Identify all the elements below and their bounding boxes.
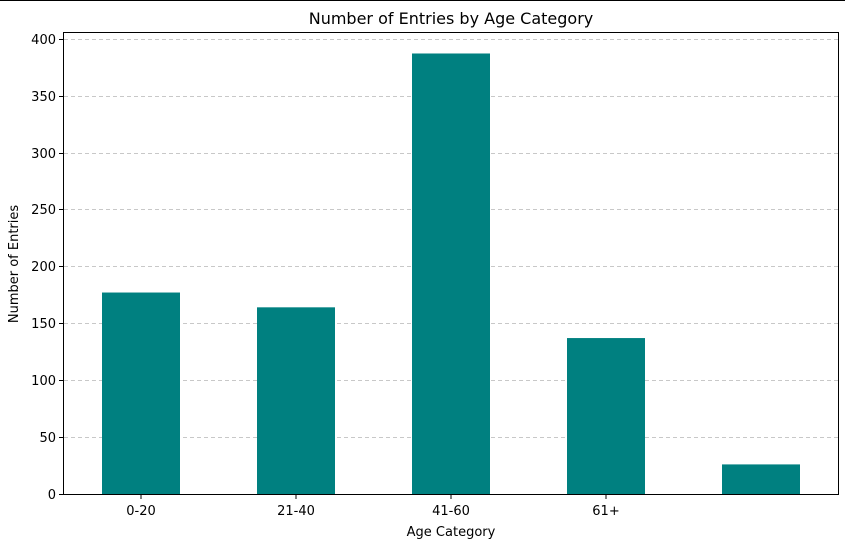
y-axis-label: Number of Entries [7,205,22,324]
x-tick-label: 41-60 [432,504,470,519]
bars [102,53,800,494]
y-tick-label: 350 [31,90,56,105]
x-axis-ticks: 0-20 21-40 41-60 61+ [126,494,620,519]
y-tick-label: 300 [31,147,56,162]
bar [257,307,335,494]
y-tick-label: 400 [31,33,56,48]
y-tick-label: 100 [31,374,56,389]
y-axis-ticks: 0 50 100 150 200 250 300 350 400 [31,33,64,503]
y-tick-label: 200 [31,260,56,275]
x-tick-label: 61+ [592,504,619,519]
bar [567,338,645,494]
chart-title: Number of Entries by Age Category [309,9,594,28]
y-tick-label: 0 [48,488,56,503]
x-tick-label: 21-40 [277,504,315,519]
y-tick-label: 150 [31,317,56,332]
bar [412,53,490,494]
bar [722,464,800,494]
y-tick-label: 250 [31,203,56,218]
bar [102,292,180,494]
x-tick-label: 0-20 [126,504,156,519]
window-top-border [0,0,845,1]
y-tick-label: 50 [39,431,56,446]
x-axis-label: Age Category [407,525,496,540]
